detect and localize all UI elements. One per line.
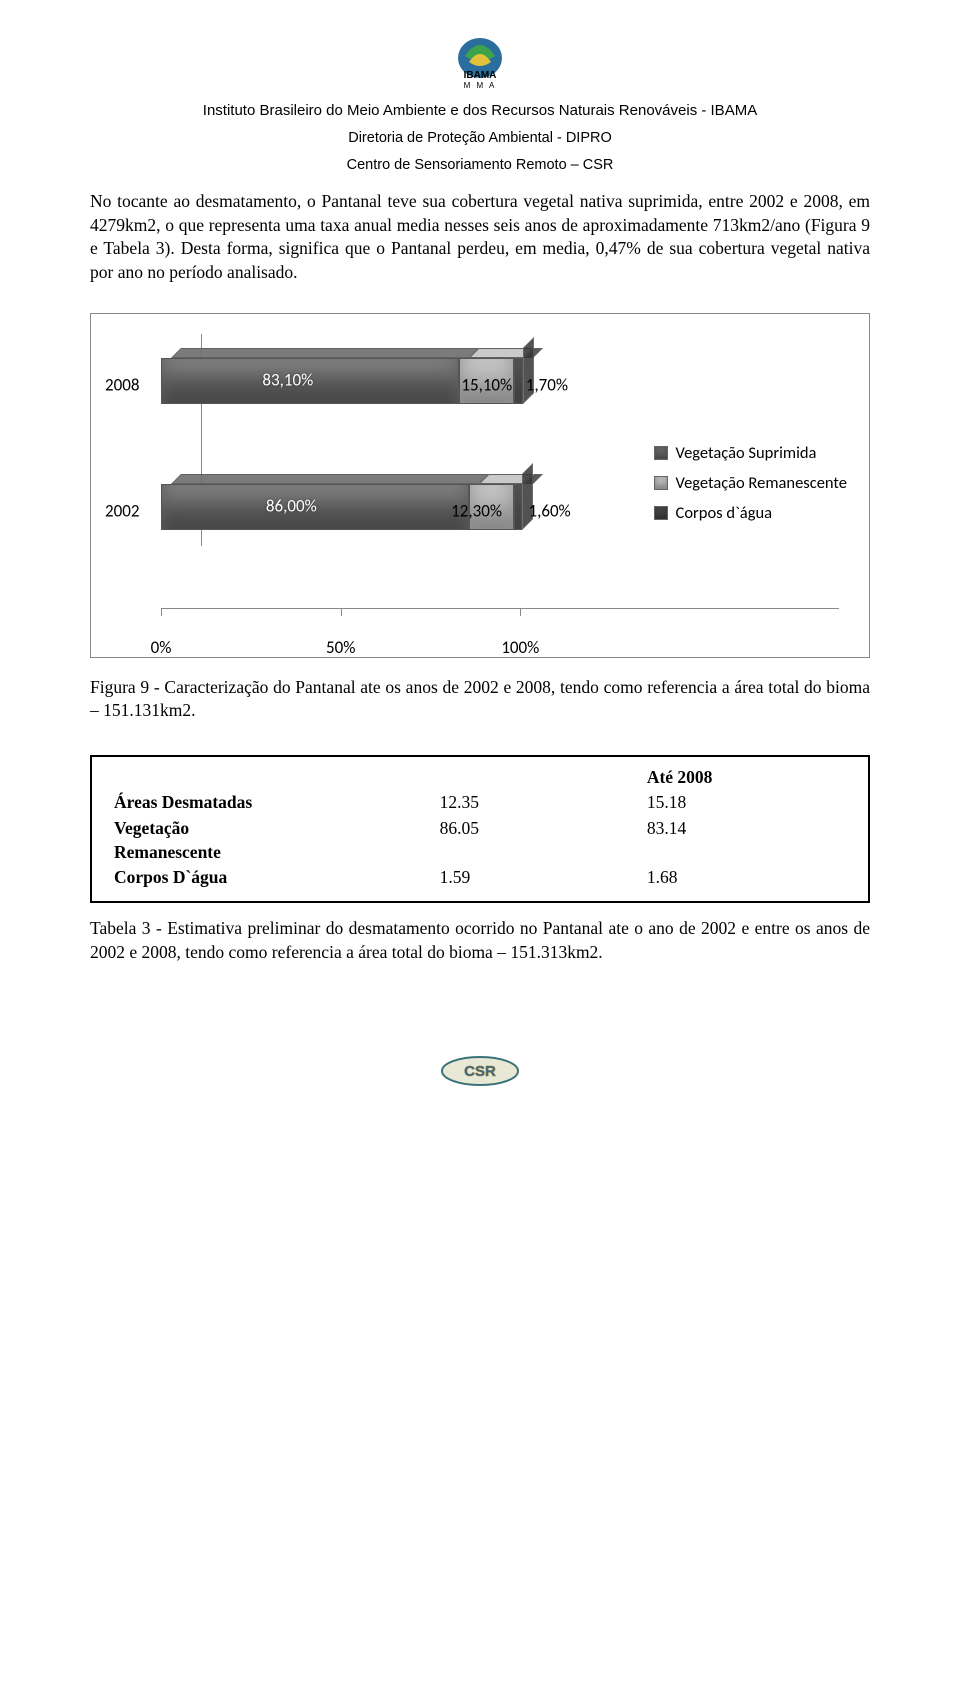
figure-9-caption: Figura 9 - Caracterização do Pantanal at… [90,676,870,723]
x-ticks: 0% 50% 100% [161,608,839,637]
table-3: Até 2008 Áreas Desmatadas 12.35 15.18 Ve… [110,765,850,891]
y-label-2002: 2002 [105,500,139,523]
legend-item-suprimida: Vegetação Suprimida [654,442,847,464]
y-label-2008: 2008 [105,374,139,397]
bar-2002-corpos [514,484,523,530]
bar-2002-suprimida: 86,00% [161,484,469,530]
svg-text:CSR: CSR [464,1063,496,1080]
table-row: Corpos D`água 1.59 1.68 [110,865,850,891]
svg-text:M M A: M M A [464,81,497,90]
ibama-logo-icon: IBAMA M M A [445,28,515,90]
bar-2008-corpos [514,358,523,404]
bar-2008-suprimida: 83,10% [161,358,459,404]
header-line-2: Diretoria de Proteção Ambiental - DIPRO [90,129,870,149]
csr-logo-icon: CSR [439,1054,521,1088]
label-2002-corpos: 1,60% [528,500,570,523]
header-logo: IBAMA M M A [90,28,870,97]
table-header-right: Até 2008 [643,765,850,791]
footer-logo: CSR [90,1054,870,1095]
label-2002-reman: 12,30% [451,500,502,523]
table-row: Vegetação Remanescente 86.05 83.14 [110,816,850,865]
label-2008-reman: 15,10% [461,374,512,397]
swatch-icon [654,446,668,460]
bar-row-2002: 2002 86,00% 12,30% 1,60% [161,484,839,540]
header-line-3: Centro de Sensoriamento Remoto – CSR [90,156,870,176]
figure-9-chart: 2008 83,10% 15,10% 1,70% [90,313,870,658]
label-2008-corpos: 1,70% [526,374,568,397]
paragraph-main: No tocante ao desmatamento, o Pantanal t… [90,190,870,285]
table-3-caption: Tabela 3 - Estimativa preliminar do desm… [90,917,870,964]
svg-text:IBAMA: IBAMA [464,70,497,81]
header-line-1: Instituto Brasileiro do Meio Ambiente e … [90,101,870,121]
bar-row-2008: 2008 83,10% 15,10% 1,70% [161,358,839,414]
table-row: Áreas Desmatadas 12.35 15.18 [110,790,850,816]
document-header: Instituto Brasileiro do Meio Ambiente e … [90,101,870,176]
chart-plot: 2008 83,10% 15,10% 1,70% [161,344,839,594]
table-3-box: Até 2008 Áreas Desmatadas 12.35 15.18 Ve… [90,755,870,903]
